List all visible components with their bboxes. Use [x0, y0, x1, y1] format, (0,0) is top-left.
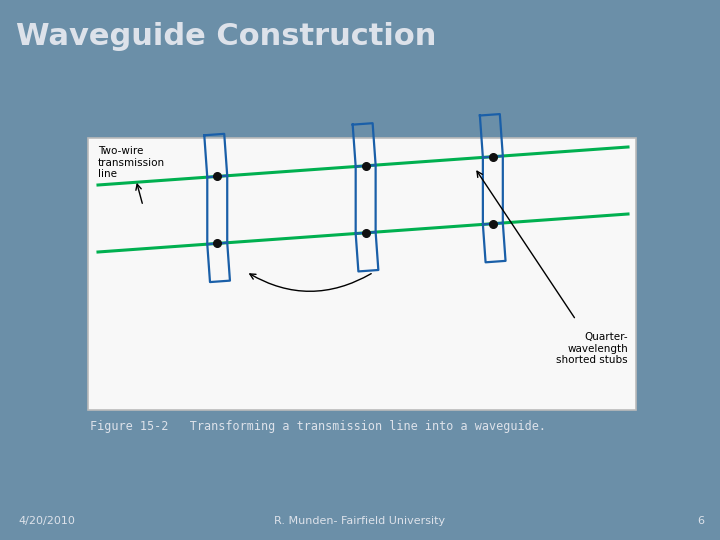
Text: Waveguide Construction: Waveguide Construction — [16, 22, 436, 51]
Text: Two-wire
transmission
line: Two-wire transmission line — [98, 146, 165, 179]
Text: Quarter-
wavelength
shorted stubs: Quarter- wavelength shorted stubs — [557, 332, 628, 365]
Text: 6: 6 — [697, 516, 704, 526]
Bar — [88, 138, 636, 410]
Text: 4/20/2010: 4/20/2010 — [18, 516, 75, 526]
Text: R. Munden- Fairfield University: R. Munden- Fairfield University — [274, 516, 446, 526]
Text: Figure 15-2   Transforming a transmission line into a waveguide.: Figure 15-2 Transforming a transmission … — [90, 420, 546, 433]
